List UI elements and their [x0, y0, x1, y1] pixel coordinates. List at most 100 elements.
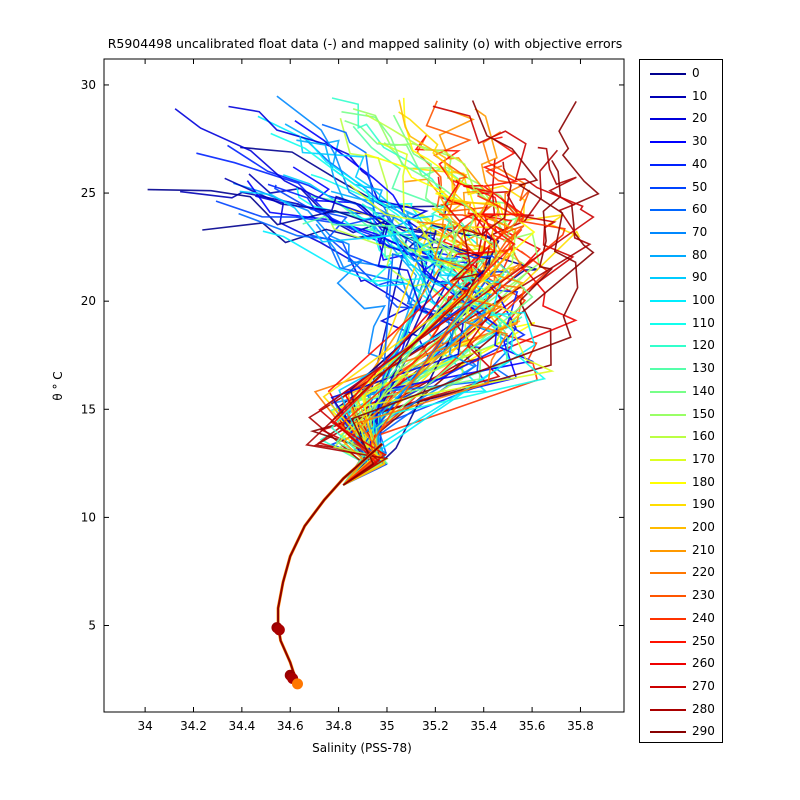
- legend-swatch: [650, 436, 686, 439]
- y-axis: 5 10 15 20 25 30: [81, 78, 624, 633]
- legend-swatch: [650, 231, 686, 234]
- legend-swatch: [650, 163, 686, 166]
- legend-item: 180: [640, 472, 724, 494]
- legend-item: 200: [640, 517, 724, 539]
- legend-item: 20: [640, 108, 724, 130]
- legend-label: 260: [692, 656, 715, 671]
- mapped-point: [273, 624, 285, 636]
- legend-label: 40: [692, 156, 708, 171]
- legend-swatch: [650, 141, 686, 144]
- legend-swatch: [650, 368, 686, 371]
- legend-item: 30: [640, 131, 724, 153]
- legend-item: 110: [640, 313, 724, 335]
- x-tick-label: 34.4: [229, 719, 256, 733]
- legend-label: 10: [692, 88, 708, 103]
- legend-swatch: [650, 595, 686, 598]
- legend-item: 230: [640, 585, 724, 607]
- float-profiles: [147, 95, 600, 486]
- legend-label: 140: [692, 383, 715, 398]
- legend-label: 20: [692, 111, 708, 126]
- legend-item: 240: [640, 608, 724, 630]
- profile-line: [342, 165, 531, 486]
- x-tick-label: 34: [137, 719, 152, 733]
- profile-line: [318, 105, 595, 486]
- legend-label: 60: [692, 202, 708, 217]
- legend-swatch: [650, 300, 686, 302]
- legend-swatch: [650, 549, 686, 552]
- legend-label: 110: [692, 315, 715, 330]
- profile-line: [342, 101, 600, 486]
- legend-label: 180: [692, 474, 715, 489]
- legend-swatch: [650, 254, 686, 257]
- legend-label: 150: [692, 406, 715, 421]
- legend-item: 160: [640, 426, 724, 448]
- y-axis-label: θ ° C: [51, 371, 65, 400]
- legend-swatch: [650, 458, 686, 461]
- profile-line: [329, 179, 496, 486]
- mapped-point: [291, 678, 303, 690]
- deep-curve-under: [276, 442, 384, 687]
- legend-label: 100: [692, 293, 715, 307]
- x-axis-label: Salinity (PSS-78): [312, 741, 412, 755]
- profile-line: [342, 219, 536, 486]
- chart-title: R5904498 uncalibrated float data (-) and…: [108, 36, 623, 51]
- legend-item: 60: [640, 199, 724, 221]
- deep-water-curve: [276, 442, 384, 687]
- legend-item: 270: [640, 676, 724, 698]
- y-tick-label: 25: [81, 186, 96, 200]
- profile-line: [341, 111, 534, 486]
- legend-swatch: [650, 277, 686, 280]
- legend-item: 70: [640, 222, 724, 244]
- legend-swatch: [650, 640, 686, 643]
- legend-label: 290: [692, 724, 715, 739]
- legend-item: 10: [640, 86, 724, 108]
- legend-item: 260: [640, 653, 724, 675]
- legend-label: 120: [692, 338, 715, 353]
- legend-label: 190: [692, 497, 715, 512]
- profile-line: [322, 111, 502, 486]
- legend-item: 190: [640, 494, 724, 516]
- profile-line: [215, 200, 510, 486]
- legend-label: 30: [692, 134, 708, 149]
- legend-swatch: [650, 186, 686, 189]
- profile-line: [327, 134, 513, 486]
- legend-label: 270: [692, 678, 715, 693]
- legend-label: 130: [692, 361, 715, 376]
- legend-label: 170: [692, 451, 715, 466]
- legend-swatch: [650, 209, 686, 212]
- legend-swatch: [650, 413, 686, 416]
- y-tick-label: 15: [81, 402, 96, 416]
- x-tick-label: 34.8: [325, 719, 352, 733]
- legend-label: 250: [692, 633, 715, 648]
- legend-swatch: [650, 345, 686, 348]
- legend-label: 210: [692, 542, 715, 557]
- x-tick-label: 34.6: [277, 719, 304, 733]
- profile-line: [276, 95, 477, 486]
- legend-swatch: [650, 663, 686, 666]
- deep-curve: [277, 443, 383, 687]
- x-tick-label: 34.2: [180, 719, 207, 733]
- plot-frame: [103, 58, 625, 713]
- y-tick-label: 20: [81, 294, 96, 308]
- legend-label: 50: [692, 179, 708, 194]
- legend-item: 120: [640, 335, 724, 357]
- legend-label: 230: [692, 588, 715, 603]
- profile-line: [305, 161, 512, 486]
- legend-item: 150: [640, 404, 724, 426]
- profile-line: [342, 152, 536, 486]
- profile-line: [233, 182, 453, 486]
- legend-swatch: [650, 73, 686, 75]
- legend-item: 290: [640, 721, 724, 743]
- y-tick-label: 30: [81, 78, 96, 92]
- legend-label: 280: [692, 701, 715, 716]
- legend-item: 130: [640, 358, 724, 380]
- legend-swatch: [650, 504, 686, 507]
- legend-label: 220: [692, 565, 715, 580]
- legend-label: 0: [692, 66, 700, 80]
- legend-swatch: [650, 390, 686, 393]
- legend-item: 100: [640, 290, 724, 312]
- x-tick-label: 35.8: [567, 719, 594, 733]
- legend-swatch: [650, 685, 686, 688]
- legend-label: 160: [692, 429, 715, 444]
